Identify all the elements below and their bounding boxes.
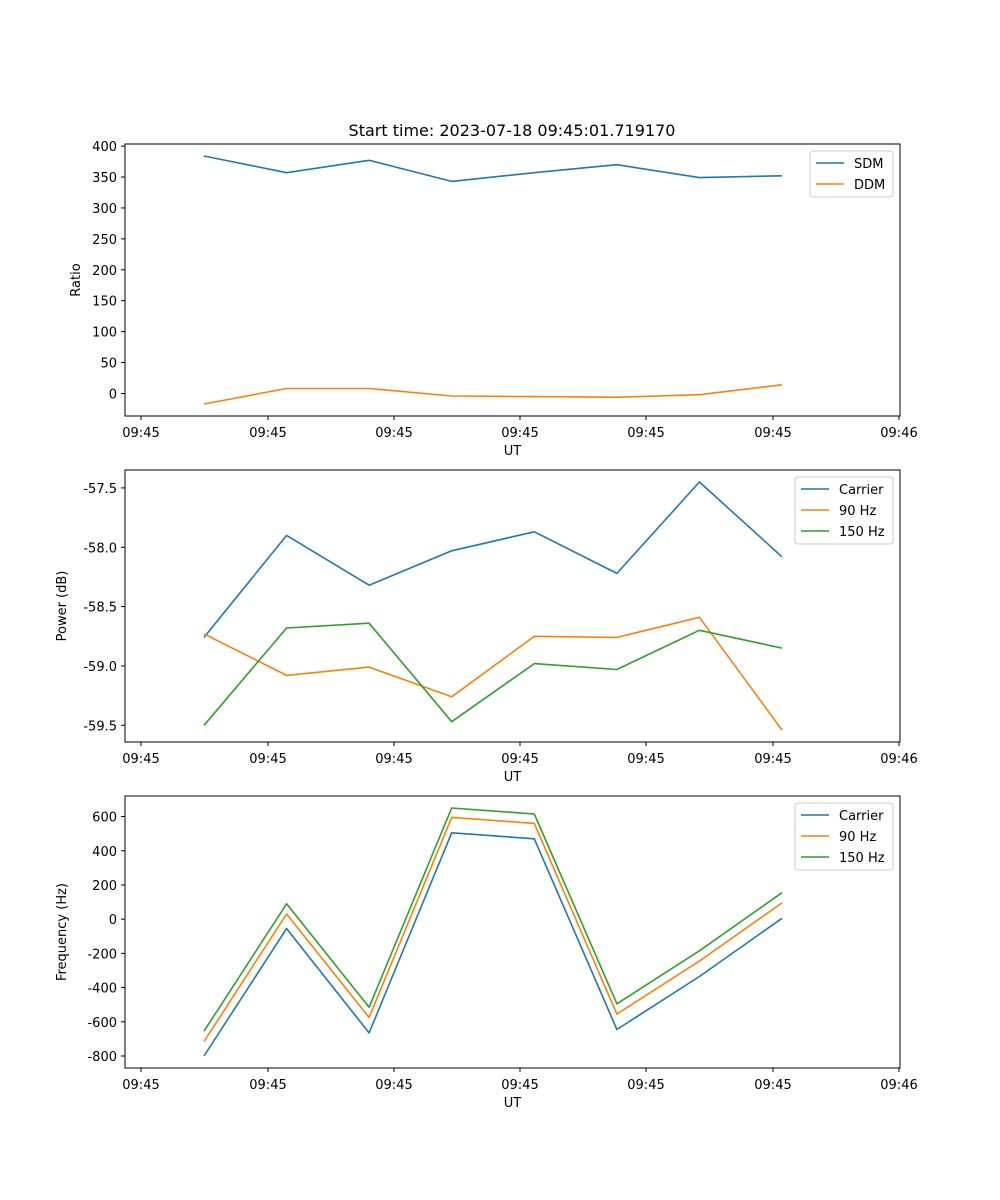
x-tick-label: 09:45 — [754, 752, 791, 767]
series-line-90-hz — [203, 816, 783, 1042]
x-axis-label: UT — [504, 1096, 522, 1111]
y-tick-label: -59.5 — [83, 719, 117, 734]
y-tick-label: -58.5 — [83, 601, 117, 616]
x-tick-label: 09:45 — [754, 1078, 791, 1093]
figure-title: Start time: 2023-07-18 09:45:01.719170 — [349, 121, 676, 140]
y-axis-label: Power (dB) — [55, 571, 70, 642]
y-tick-label: 250 — [92, 233, 117, 248]
y-tick-label: 100 — [92, 326, 117, 341]
x-tick-label: 09:45 — [249, 1078, 286, 1093]
x-tick-label: 09:45 — [501, 752, 538, 767]
x-tick-label: 09:45 — [122, 752, 159, 767]
legend — [794, 802, 894, 871]
y-tick-label: 200 — [92, 264, 117, 279]
y-tick-label: 400 — [92, 845, 117, 860]
y-tick-label: -58.0 — [83, 541, 117, 556]
legend — [794, 476, 894, 545]
x-tick-label: 09:45 — [375, 1078, 412, 1093]
y-tick-label: -200 — [87, 947, 117, 962]
frequency-panel: 09:45 09:45 09:45 09:45 09:45 09:45 09:46 UT -80… — [55, 795, 918, 1111]
x-tick-label: 09:46 — [880, 426, 917, 441]
x-tick-label: 09:45 — [627, 752, 664, 767]
x-tick-label: 09:45 — [501, 1078, 538, 1093]
x-tick-label: 09:45 — [627, 426, 664, 441]
x-tick-label: 09:45 — [501, 426, 538, 441]
y-tick-label: 50 — [100, 357, 117, 372]
ratio-panel: 09:45 09:45 09:45 09:45 09:45 09:45 09:46 UT 0 50… — [69, 140, 918, 459]
legend-label: 90 Hz — [839, 830, 876, 845]
series-line-ddm — [203, 384, 783, 405]
series-line-carrier — [203, 831, 783, 1057]
y-tick-label: 350 — [92, 171, 117, 186]
x-axis-label: UT — [504, 770, 522, 785]
series-line-sdm — [203, 155, 783, 183]
x-tick-label: 09:45 — [375, 752, 412, 767]
legend-label: 150 Hz — [839, 525, 885, 540]
x-tick-label: 09:45 — [249, 752, 286, 767]
series-line-carrier — [203, 481, 783, 638]
x-tick-label: 09:45 — [122, 1078, 159, 1093]
legend-label: 150 Hz — [839, 851, 885, 866]
legend-label: Carrier — [839, 483, 884, 498]
y-tick-label: -800 — [87, 1050, 117, 1065]
series-line-150-hz — [203, 807, 783, 1032]
y-axis-label: Ratio — [69, 263, 84, 296]
y-tick-label: 0 — [109, 387, 117, 402]
y-tick-label: -400 — [87, 982, 117, 997]
y-tick-label: 400 — [92, 140, 117, 155]
y-tick-label: -57.5 — [83, 482, 117, 497]
y-tick-label: 300 — [92, 202, 117, 217]
y-tick-label: -59.0 — [83, 660, 117, 675]
legend-label: Carrier — [839, 809, 884, 824]
legend-label: 90 Hz — [839, 504, 876, 519]
x-tick-label: 09:45 — [122, 426, 159, 441]
y-tick-label: 600 — [92, 811, 117, 826]
y-axis-label: Frequency (Hz) — [55, 883, 70, 981]
x-axis-label: UT — [504, 444, 522, 459]
series-line-150-hz — [203, 622, 783, 726]
legend-label: SDM — [854, 157, 883, 172]
power-panel: 09:45 09:45 09:45 09:45 09:45 09:45 09:46 UT -59… — [55, 469, 918, 785]
x-tick-label: 09:46 — [880, 752, 917, 767]
y-tick-label: -600 — [87, 1016, 117, 1031]
axes-frame — [124, 469, 901, 743]
x-tick-label: 09:45 — [375, 426, 412, 441]
x-tick-label: 09:45 — [754, 426, 791, 441]
legend-label: DDM — [854, 178, 885, 193]
axes-frame — [124, 143, 901, 417]
y-tick-label: 0 — [109, 913, 117, 928]
y-tick-label: 200 — [92, 879, 117, 894]
x-tick-label: 09:46 — [880, 1078, 917, 1093]
x-tick-label: 09:45 — [627, 1078, 664, 1093]
series-line-90-hz — [203, 616, 783, 731]
x-tick-label: 09:45 — [249, 426, 286, 441]
axes-frame — [124, 795, 901, 1069]
y-tick-label: 150 — [92, 295, 117, 310]
